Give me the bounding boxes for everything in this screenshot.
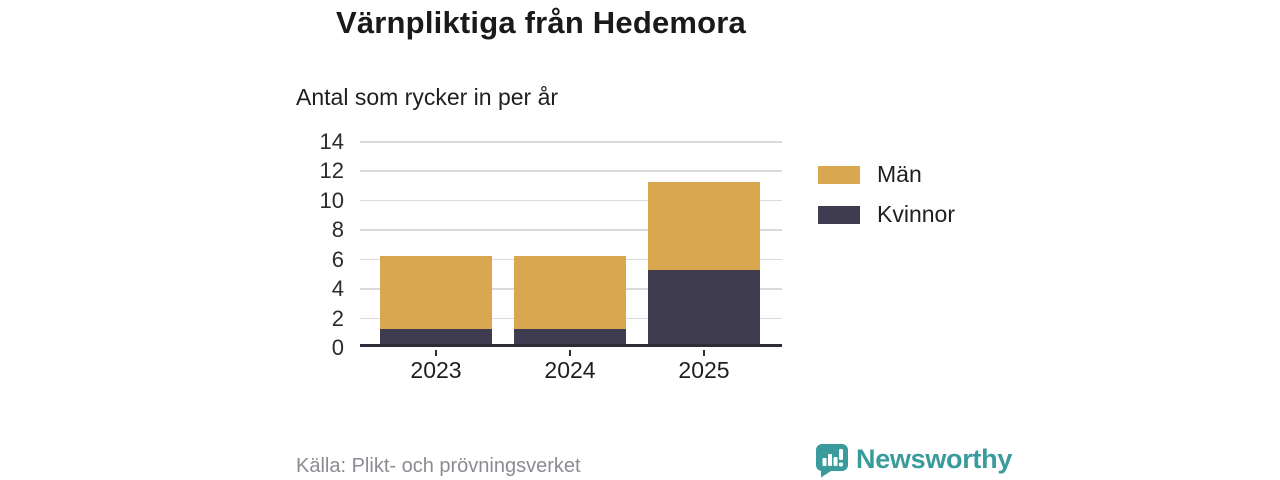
y-tick-label-6: 6 xyxy=(331,246,344,272)
y-tick-label-12: 12 xyxy=(319,158,344,184)
bar-2024-män xyxy=(514,255,626,330)
x-tick-label-2024: 2024 xyxy=(544,357,596,383)
x-tick-label-2023: 2023 xyxy=(410,357,462,383)
gridline-14 xyxy=(360,141,782,143)
bar-2023-kvinnor xyxy=(380,329,492,344)
legend-label-män: Män xyxy=(877,161,922,187)
x-tick-2025 xyxy=(703,350,705,356)
legend-item-kvinnor: Kvinnor xyxy=(818,201,955,228)
gridline-10 xyxy=(360,199,782,202)
bar-2023-män xyxy=(380,255,492,330)
chart-title: Värnpliktiga från Hedemora xyxy=(335,5,747,40)
legend-label-kvinnor: Kvinnor xyxy=(877,201,955,227)
gridline-12 xyxy=(360,170,782,172)
bar-2024-kvinnor xyxy=(514,329,626,344)
y-tick-label-4: 4 xyxy=(331,276,344,302)
x-tick-2023 xyxy=(435,350,437,356)
newsworthy-icon xyxy=(816,444,848,478)
chart-subtitle: Antal som rycker in per år xyxy=(296,84,559,110)
x-tick-2024 xyxy=(569,350,571,356)
y-axis: 0 2 4 6 8 10 12 14 xyxy=(276,129,344,360)
bar-2025-män xyxy=(648,182,760,271)
bar-2025-kvinnor xyxy=(648,270,760,344)
gridline-8 xyxy=(360,229,782,231)
x-tick-label-2025: 2025 xyxy=(678,357,730,383)
legend-item-män: Män xyxy=(818,161,955,188)
source-text: Källa: Plikt- och prövningsverket xyxy=(296,455,581,477)
y-tick-label-14: 14 xyxy=(319,129,344,154)
plot-area: 2023 2024 2025 xyxy=(360,141,782,383)
y-tick-label-8: 8 xyxy=(331,217,344,243)
legend: Män Kvinnor xyxy=(818,161,955,228)
y-tick-label-0: 0 xyxy=(331,335,344,360)
y-tick-label-10: 10 xyxy=(319,187,344,213)
legend-swatch-kvinnor xyxy=(818,205,860,224)
y-tick-label-2: 2 xyxy=(331,305,344,331)
brand-logo: Newsworthy xyxy=(815,443,1012,479)
legend-swatch-män xyxy=(818,165,860,184)
brand-name: Newsworthy xyxy=(856,444,1013,474)
